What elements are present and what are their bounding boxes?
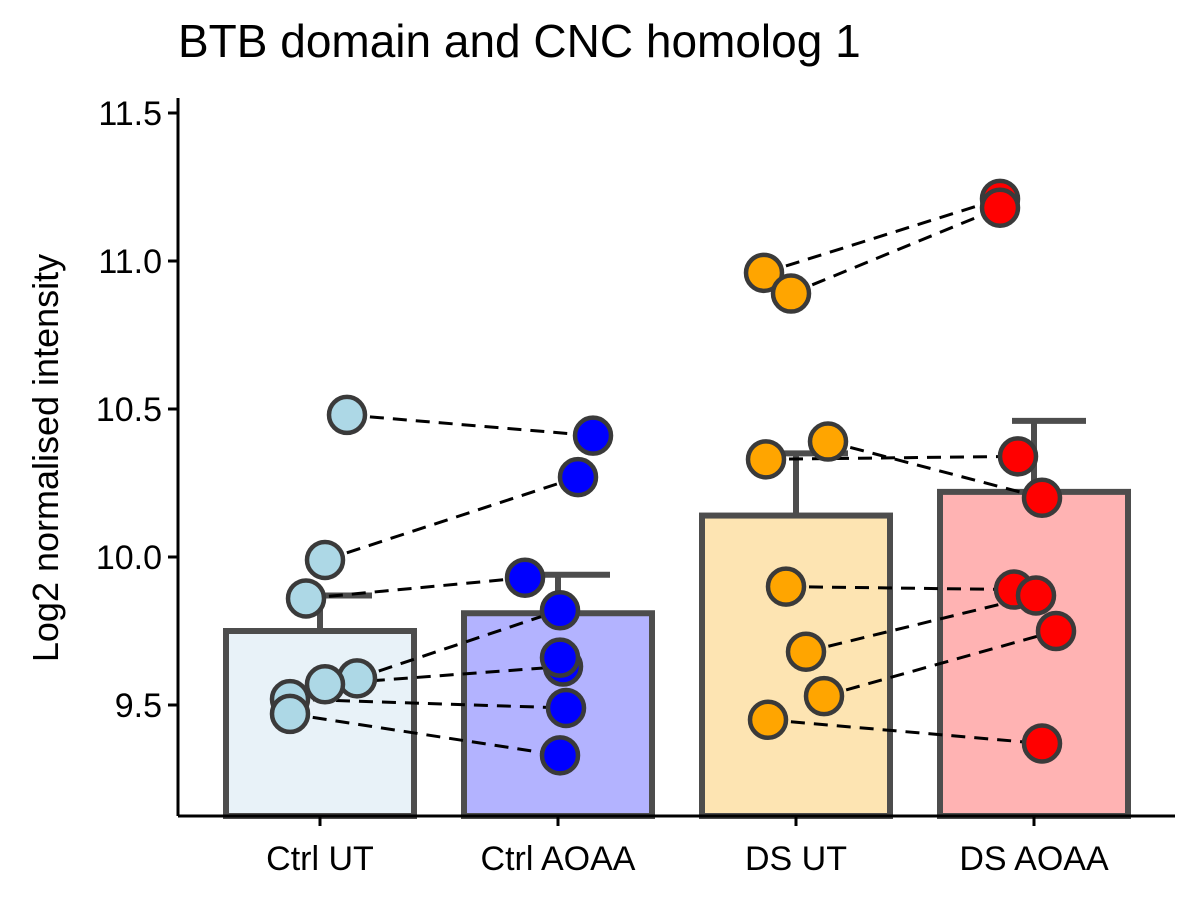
data-point-ds-aoaa	[997, 436, 1039, 477]
axes-layer: 9.5 10.0 10.5 11.0 11.5 Ctrl UT Ctrl AOAA DS UT…	[96, 95, 1175, 878]
pair-line	[790, 206, 1001, 295]
y-axis-label: Log2 normalised intensity	[25, 254, 66, 662]
y-tick-label: 10.5	[96, 391, 162, 429]
pair-line	[324, 665, 564, 686]
data-point-ds-aoaa	[979, 187, 1021, 228]
pair-line	[785, 585, 1015, 592]
pair-line	[765, 454, 1019, 461]
data-point-ds-ut	[807, 421, 849, 462]
bar-ctrl-ut	[223, 628, 417, 819]
data-point-ds-ut	[743, 252, 785, 294]
data-point-ds-ut	[747, 699, 789, 741]
data-point-ds-aoaa	[1035, 610, 1077, 652]
data-point-ctrl-aoaa	[504, 557, 546, 598]
data-point-ds-aoaa	[1015, 575, 1057, 616]
pair-line	[827, 440, 1043, 500]
data-point-ctrl-aoaa	[539, 735, 581, 776]
data-point-ds-ut	[765, 566, 807, 607]
data-point-ctrl-aoaa	[539, 590, 581, 631]
data-point-ctrl-ut	[304, 539, 346, 581]
bar-ds-aoaa	[937, 488, 1131, 819]
data-point-ds-aoaa	[1021, 477, 1063, 519]
pair-line	[805, 594, 1037, 654]
points-layer	[269, 178, 1077, 776]
data-point-ds-ut	[745, 439, 787, 480]
data-point-ds-aoaa	[1021, 723, 1063, 764]
data-point-ctrl-aoaa	[545, 687, 587, 729]
y-tick-label: 9.5	[115, 687, 162, 725]
x-tick-label: Ctrl UT	[266, 840, 374, 878]
data-point-ctrl-aoaa	[539, 637, 581, 678]
data-point-ctrl-ut	[285, 578, 327, 619]
data-point-ctrl-ut	[336, 658, 378, 699]
x-tick-label: DS UT	[745, 840, 847, 878]
x-tick-label: Ctrl AOAA	[481, 840, 636, 878]
data-point-ds-ut	[785, 631, 827, 672]
data-point-ctrl-ut	[304, 664, 346, 705]
pair-line	[763, 197, 1001, 275]
data-point-ctrl-aoaa	[572, 415, 614, 456]
y-tick-label: 10.0	[96, 539, 162, 577]
pair-line	[305, 576, 526, 600]
data-point-ctrl-aoaa	[557, 456, 599, 498]
data-point-ctrl-ut	[269, 693, 311, 735]
bars-layer	[223, 417, 1131, 819]
x-tick-label: DS AOAA	[959, 840, 1109, 878]
chart-title: BTB domain and CNC homolog 1	[178, 15, 861, 67]
data-point-ds-ut	[803, 675, 845, 717]
y-tick-label: 11.0	[98, 243, 162, 281]
pair-line	[823, 629, 1057, 698]
y-tick-label: 11.5	[98, 95, 162, 133]
pair-line	[346, 413, 594, 438]
pair-lines-layer	[289, 197, 1057, 757]
data-point-ds-ut	[770, 273, 812, 314]
data-point-ctrl-ut	[326, 394, 368, 436]
pair-line	[356, 608, 561, 680]
pair-line	[324, 475, 579, 562]
